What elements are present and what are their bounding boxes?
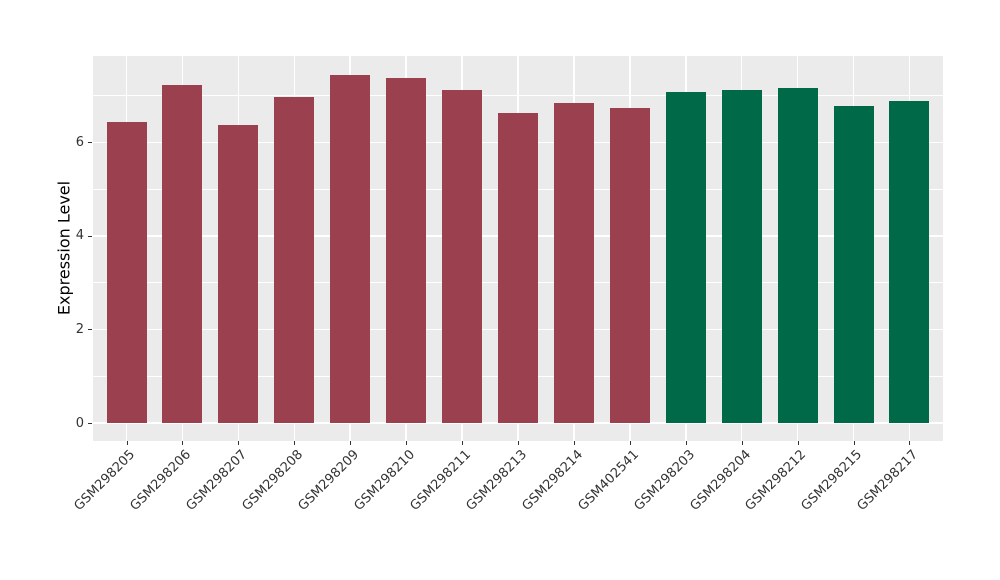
y-tick-mark [88, 235, 92, 237]
x-tick-mark [797, 441, 799, 445]
bar [609, 107, 650, 423]
y-tick-label: 2 [75, 321, 84, 337]
x-tick-mark [909, 441, 911, 445]
bar [889, 101, 930, 423]
bar [330, 74, 371, 423]
y-tick-mark [88, 423, 92, 424]
bar [777, 88, 818, 423]
bar [162, 85, 203, 423]
bar [274, 97, 315, 423]
x-tick-mark [685, 441, 687, 445]
y-tick-label: 4 [75, 228, 84, 244]
x-tick-mark [629, 441, 631, 445]
bar [553, 103, 594, 423]
x-tick-mark [350, 441, 352, 445]
y-tick-label: 0 [75, 415, 84, 431]
bar [106, 122, 147, 423]
x-tick-mark [741, 441, 743, 445]
y-axis-title: Expression Level [54, 180, 74, 316]
y-tick-mark [88, 142, 92, 144]
x-tick-mark [406, 441, 408, 445]
bar [833, 106, 874, 423]
x-tick-mark [182, 441, 184, 445]
x-tick-mark [238, 441, 240, 445]
x-tick-mark [853, 441, 855, 445]
bar [665, 91, 706, 423]
bar [218, 125, 259, 423]
bar [442, 89, 483, 423]
x-tick-label: GSM298217 [854, 447, 922, 514]
x-tick-mark [462, 441, 464, 445]
x-tick-mark [294, 441, 296, 445]
y-tick-mark [88, 329, 92, 331]
bar [386, 77, 427, 423]
x-tick-mark [126, 441, 128, 445]
bar [498, 113, 538, 423]
y-tick-label: 6 [75, 134, 84, 150]
x-tick-mark [518, 441, 519, 445]
x-tick-mark [573, 441, 575, 445]
plot-panel [93, 56, 943, 441]
bar [721, 89, 762, 423]
